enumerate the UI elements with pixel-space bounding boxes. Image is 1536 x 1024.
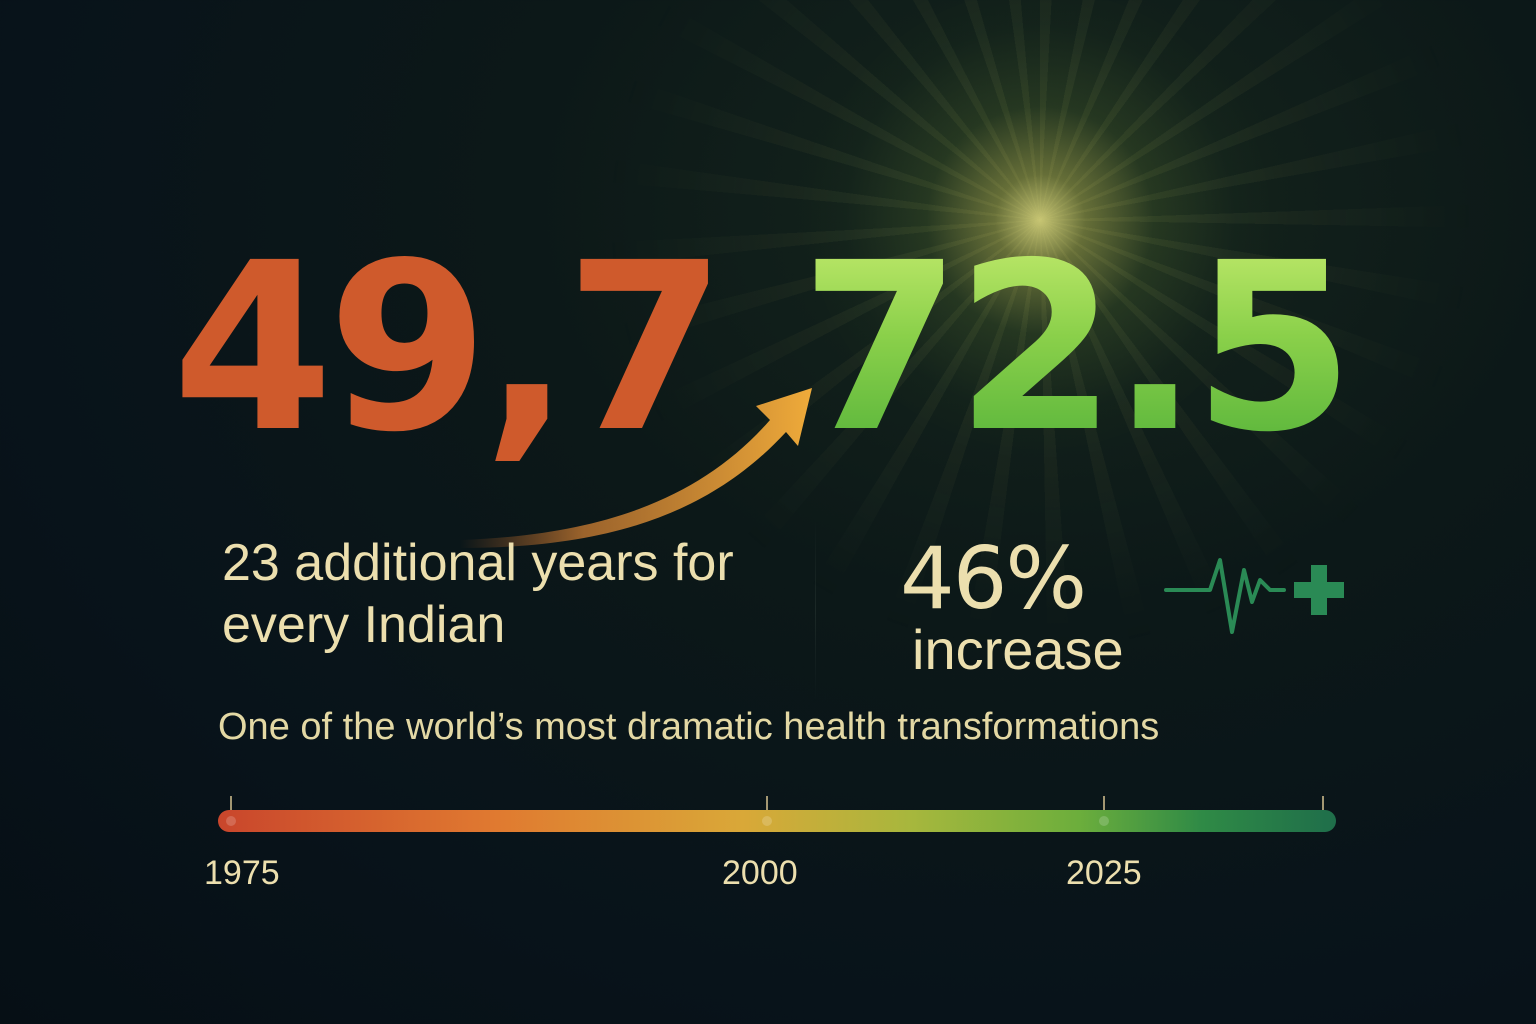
column-divider <box>815 520 816 700</box>
timeline-year-1975: 1975 <box>204 854 280 892</box>
timeline-tick-2025 <box>1103 796 1105 810</box>
life-expectancy-before: 49,7 <box>172 213 726 483</box>
timeline-bar <box>218 810 1336 832</box>
heartbeat-line-icon <box>1164 558 1344 634</box>
timeline-dot-1975 <box>226 816 236 826</box>
timeline-year-2000: 2000 <box>722 854 798 892</box>
gain-description: 23 additional years for every Indian <box>222 534 734 655</box>
plus-icon <box>1294 565 1344 615</box>
glow-core <box>810 0 1270 450</box>
arrow-shaft <box>460 388 812 548</box>
timeline-dot-2000 <box>762 816 772 826</box>
increase-label: increase <box>912 618 1124 681</box>
timeline-tick-end <box>1322 796 1324 810</box>
timeline-tick-2000 <box>766 796 768 810</box>
timeline-dot-2025 <box>1099 816 1109 826</box>
increase-percent: 46% <box>900 529 1087 629</box>
timeline-tick-1975 <box>230 796 232 810</box>
life-expectancy-after: 72.5 <box>800 213 1354 483</box>
tagline: One of the world’s most dramatic health … <box>218 706 1160 748</box>
timeline-year-2025: 2025 <box>1066 854 1142 892</box>
heartbeat-trace <box>1164 558 1286 634</box>
